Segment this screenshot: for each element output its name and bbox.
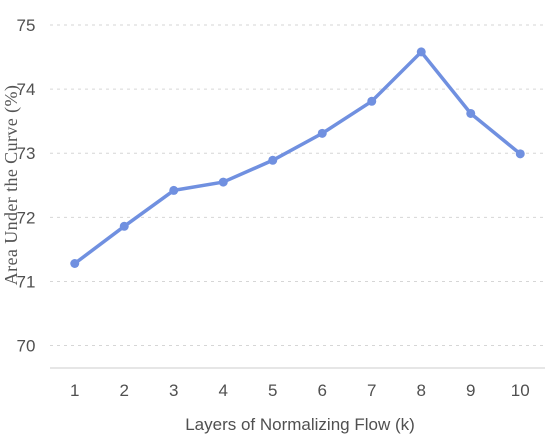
y-tick-label-74: 74 — [17, 80, 36, 99]
data-point-4 — [218, 177, 228, 187]
series-line-layer — [73, 50, 522, 266]
x-tick-label-3: 3 — [169, 381, 178, 400]
y-tick-label-72: 72 — [17, 208, 36, 227]
y-tick-label-73: 73 — [17, 144, 36, 163]
x-tick-label-5: 5 — [268, 381, 277, 400]
y-tick-label-70: 70 — [17, 337, 36, 356]
y-tick-labels: 70 71 72 73 74 75 — [17, 16, 36, 356]
y-axis-title: Area Under the Curve (%) — [1, 85, 22, 286]
data-point-5 — [268, 155, 278, 165]
x-tick-label-7: 7 — [367, 381, 376, 400]
y-tick-label-71: 71 — [17, 272, 36, 291]
x-axis-title: Layers of Normalizing Flow (k) — [185, 415, 415, 434]
x-tick-label-10: 10 — [511, 381, 530, 400]
data-point-1 — [70, 258, 80, 268]
x-tick-label-1: 1 — [70, 381, 79, 400]
data-point-3 — [169, 185, 179, 195]
y-tick-label-75: 75 — [17, 16, 36, 35]
x-tick-label-4: 4 — [219, 381, 228, 400]
x-tick-labels: 1 2 3 4 5 6 7 8 9 10 — [70, 381, 530, 400]
data-point-8 — [416, 47, 426, 57]
data-points — [70, 47, 525, 268]
data-point-9 — [466, 108, 476, 118]
grid-lines — [50, 24, 545, 347]
data-point-10 — [515, 149, 525, 159]
x-tick-label-2: 2 — [120, 381, 129, 400]
x-tick-label-9: 9 — [466, 381, 475, 400]
x-tick-label-6: 6 — [318, 381, 327, 400]
x-tick-label-8: 8 — [417, 381, 426, 400]
data-point-6 — [317, 128, 327, 138]
series-line-0 — [73, 50, 522, 266]
data-point-2 — [119, 221, 129, 231]
data-point-7 — [367, 96, 377, 106]
